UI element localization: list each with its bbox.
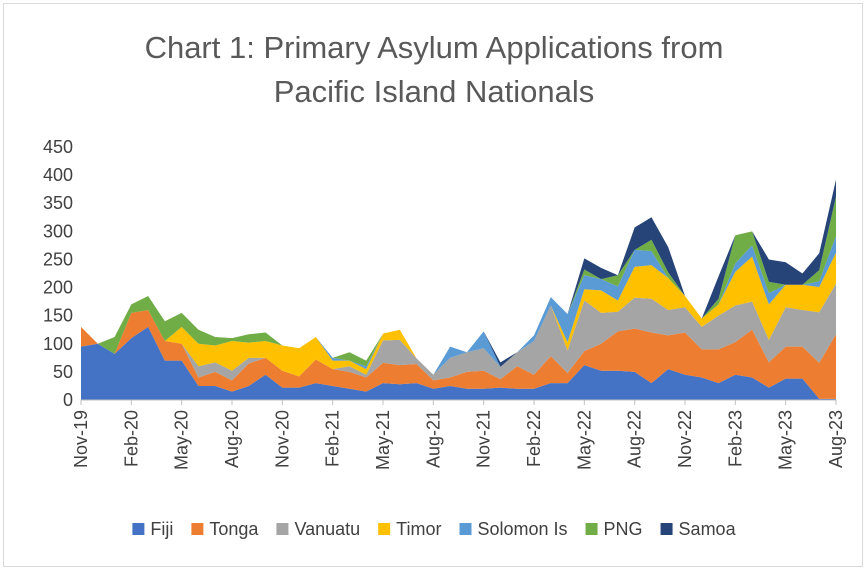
x-tick-label: Feb-21: [323, 410, 343, 467]
legend-swatch: [276, 523, 289, 535]
x-tick-label: Aug-20: [222, 410, 242, 468]
legend-label: PNG: [604, 519, 643, 539]
legend-item-solomon-is: Solomon Is: [459, 519, 568, 539]
legend-item-samoa: Samoa: [660, 519, 737, 539]
y-tick-label: 300: [43, 221, 73, 241]
series-area-samoa: [81, 179, 836, 375]
legend-item-tonga: Tonga: [191, 519, 259, 539]
legend-swatch: [585, 523, 598, 535]
legend-item-png: PNG: [585, 519, 643, 539]
y-tick-label: 200: [43, 278, 73, 298]
legend-item-timor: Timor: [378, 519, 442, 539]
legend-item-vanuatu: Vanuatu: [276, 519, 360, 539]
legend-swatch: [459, 523, 472, 535]
y-tick-label: 250: [43, 249, 73, 269]
y-tick-label: 450: [43, 137, 73, 157]
series-area-fiji: [81, 326, 836, 400]
area-series-group: [81, 179, 836, 400]
legend-label: Fiji: [150, 519, 173, 539]
x-tick-label: Nov-21: [474, 410, 494, 468]
series-area-vanuatu: [81, 283, 836, 381]
legend-label: Timor: [396, 519, 441, 539]
y-tick-label: 50: [53, 362, 73, 382]
x-tick-label: Nov-20: [272, 410, 292, 468]
chart-title: Chart 1: Primary Asylum Applications fro…: [0, 26, 868, 114]
x-tick-label: Aug-22: [625, 410, 645, 468]
y-tick-label: 400: [43, 165, 73, 185]
y-tick-label: 100: [43, 334, 73, 354]
x-tick-label: Feb-20: [121, 410, 141, 467]
x-tick-label: Feb-23: [725, 410, 745, 467]
x-tick-label: May-20: [172, 410, 192, 470]
legend-swatch: [191, 523, 204, 535]
x-tick-label: May-22: [574, 410, 594, 470]
legend-label: Solomon Is: [478, 519, 568, 539]
legend-swatch: [378, 523, 391, 535]
axes-group: 0 50 100 150 200 250 300 350 400 450 Nov-19 Feb-20 M…: [43, 137, 846, 470]
series-area-tonga: [81, 310, 836, 399]
x-tick-label: Nov-19: [71, 410, 91, 468]
x-tick-label: Nov-22: [675, 410, 695, 468]
legend-item-fiji: Fiji: [132, 519, 173, 539]
legend: Fiji Tonga Vanuatu Timor Solomon Is PNG Samoa: [132, 519, 737, 539]
legend-label: Tonga: [209, 519, 259, 539]
x-tick-label: Feb-22: [524, 410, 544, 467]
x-tick-label: Aug-21: [423, 410, 443, 468]
legend-swatch: [132, 523, 145, 535]
chart-title-line-1: Chart 1: Primary Asylum Applications fro…: [144, 30, 724, 65]
y-tick-label: 0: [63, 390, 73, 410]
y-tick-label: 350: [43, 193, 73, 213]
x-tick-label: May-23: [776, 410, 796, 470]
chart-title-line-2: Pacific Island Nationals: [273, 74, 595, 109]
legend-swatch: [660, 523, 673, 535]
x-tick-label: Aug-23: [826, 410, 846, 468]
legend-label: Vanuatu: [294, 519, 360, 539]
y-tick-label: 150: [43, 306, 73, 326]
legend-label: Samoa: [679, 519, 737, 539]
series-area-timor: [81, 252, 836, 377]
x-tick-label: May-21: [373, 410, 393, 470]
